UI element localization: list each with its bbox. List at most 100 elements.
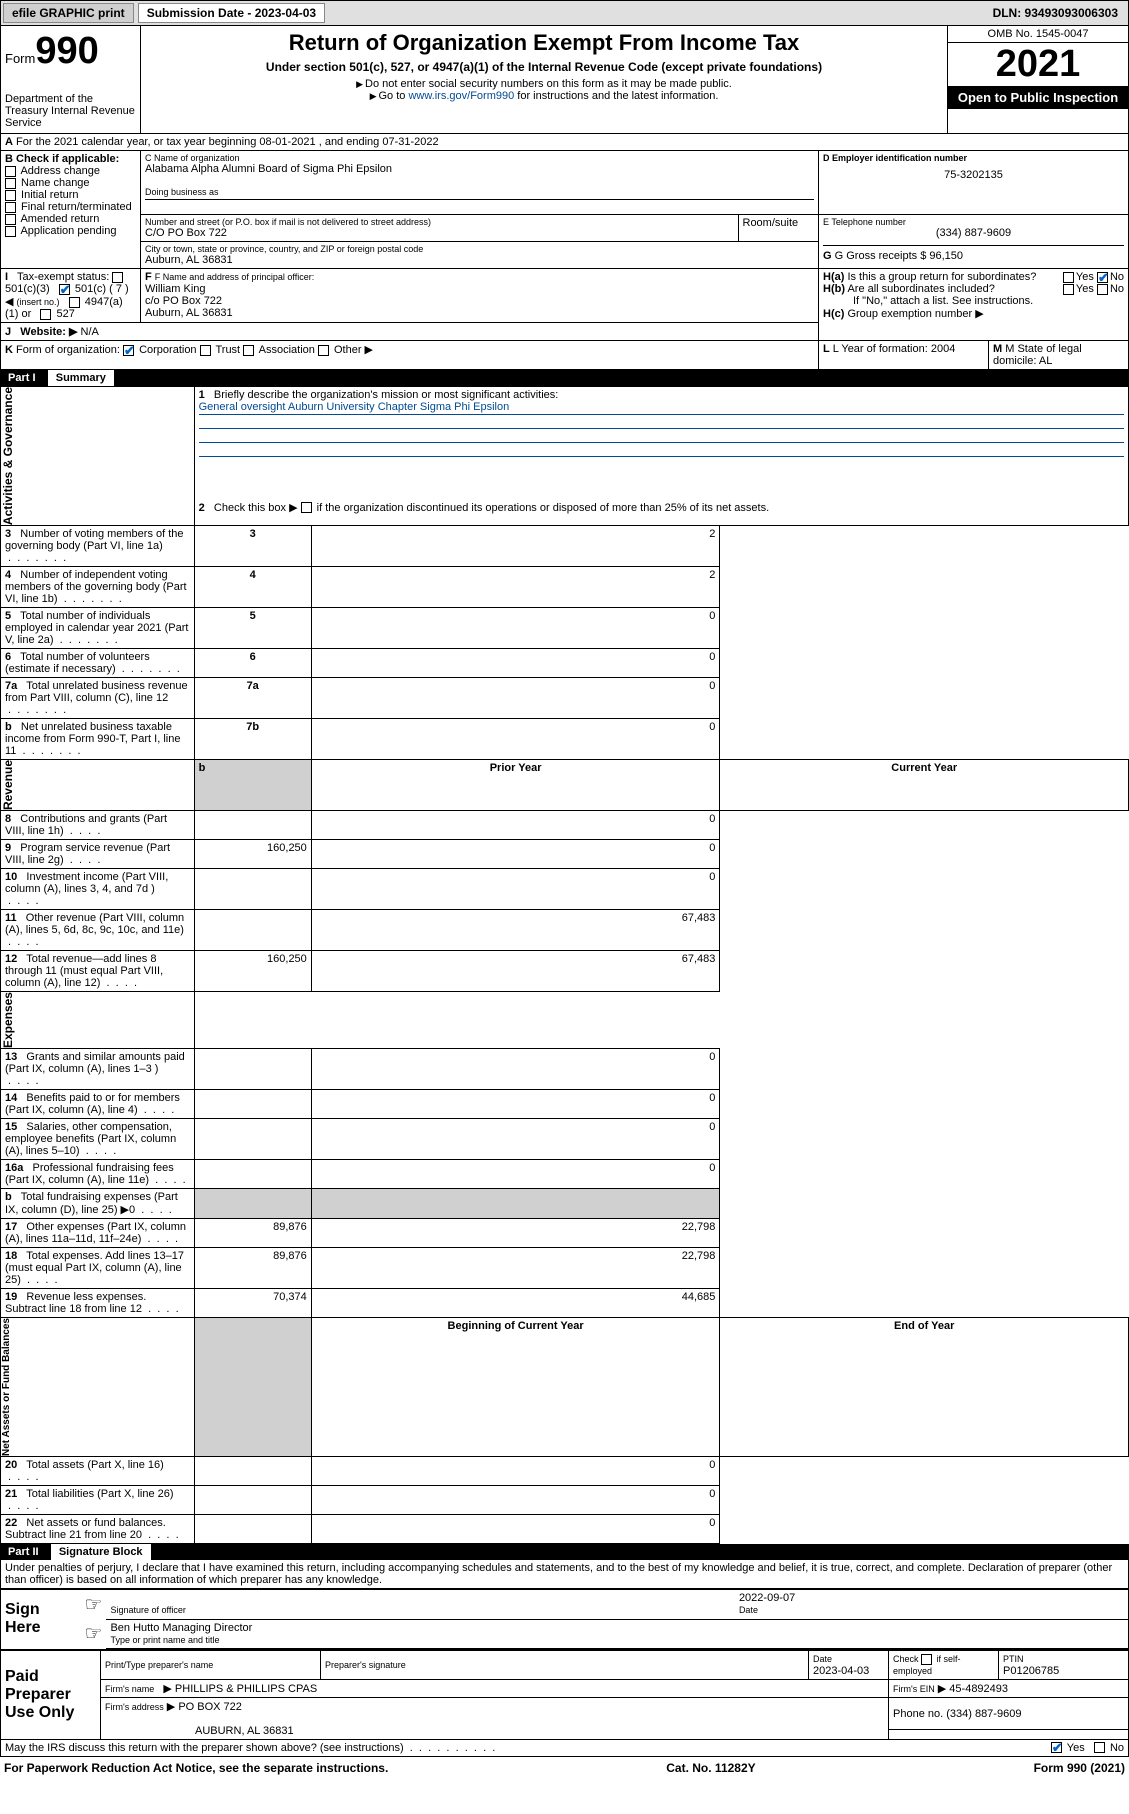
other-checkbox[interactable] <box>318 345 329 356</box>
check-name-change[interactable] <box>5 178 16 189</box>
check-amended-return[interactable] <box>5 214 16 225</box>
expenses-label: Expenses <box>1 992 195 1049</box>
line13-current: 0 <box>311 1049 720 1090</box>
year-formation: L L Year of formation: 2004 <box>819 341 989 370</box>
lineb: b Total fundraising expenses (Part IX, c… <box>1 1189 195 1219</box>
check-address-change[interactable] <box>5 166 16 177</box>
dept-treasury: Department of the Treasury Internal Reve… <box>5 93 136 129</box>
form-ref: Form 990 (2021) <box>1034 1761 1125 1775</box>
lineb: b Net unrelated business taxable income … <box>1 719 195 760</box>
line12-current: 67,483 <box>311 951 720 992</box>
line18-prior: 89,876 <box>194 1248 311 1289</box>
paid-prep-label: Paid Preparer Use Only <box>1 1650 101 1739</box>
line8: 8 Contributions and grants (Part VIII, l… <box>1 811 195 840</box>
irs-link[interactable]: www.irs.gov/Form990 <box>408 90 514 102</box>
line17: 17 Other expenses (Part IX, column (A), … <box>1 1219 195 1248</box>
org-name: Alabama Alpha Alumni Board of Sigma Phi … <box>145 163 814 175</box>
header-middle: Return of Organization Exempt From Incom… <box>141 26 948 133</box>
may-irs-discuss: May the IRS discuss this return with the… <box>1 1739 1129 1756</box>
501c3-checkbox[interactable] <box>112 272 123 283</box>
check-application-pending[interactable] <box>5 226 16 237</box>
tax-year: 2021 <box>948 43 1128 86</box>
527-checkbox[interactable] <box>40 309 51 320</box>
submission-date: Submission Date - 2023-04-03 <box>138 3 325 23</box>
phone-gross-cell: E Telephone number (334) 887-9609 G G Gr… <box>819 215 1129 269</box>
line16a-prior <box>194 1160 311 1189</box>
line2-checkbox[interactable] <box>301 502 312 513</box>
line16a-current: 0 <box>311 1160 720 1189</box>
form-number: 990 <box>35 30 98 72</box>
line16a: 16a Professional fundraising fees (Part … <box>1 1160 195 1189</box>
line22-prior <box>194 1515 311 1544</box>
assoc-checkbox[interactable] <box>243 345 254 356</box>
paperwork-notice: For Paperwork Reduction Act Notice, see … <box>4 1761 388 1775</box>
hb-no-checkbox[interactable] <box>1097 284 1108 295</box>
check-final-return-terminated[interactable] <box>5 202 16 213</box>
may-irs-no[interactable] <box>1094 1742 1105 1753</box>
public-inspection: Open to Public Inspection <box>948 86 1128 109</box>
dln: DLN: 93493093006303 <box>993 6 1126 20</box>
hb-yes-checkbox[interactable] <box>1063 284 1074 295</box>
section-a-table: A For the 2021 calendar year, or tax yea… <box>0 134 1129 370</box>
main-title: Return of Organization Exempt From Incom… <box>145 30 943 56</box>
declaration: Under penalties of perjury, I declare th… <box>0 1560 1129 1589</box>
spacer-row: b <box>194 760 311 811</box>
ha-yes-checkbox[interactable] <box>1063 272 1074 283</box>
line21: 21 Total liabilities (Part X, line 26) .… <box>1 1486 195 1515</box>
line5: 5 Total number of individuals employed i… <box>1 608 195 649</box>
line21-prior <box>194 1486 311 1515</box>
line4-value: 2 <box>311 567 720 608</box>
efile-btn[interactable]: efile GRAPHIC print <box>3 3 134 23</box>
ein-cell: D Employer identification number 75-3202… <box>819 151 1129 215</box>
line7a-value: 0 <box>311 678 720 719</box>
line3: 3 Number of voting members of the govern… <box>1 526 195 567</box>
note-ssn: Do not enter social security numbers on … <box>145 78 943 90</box>
part1-table: Activities & Governance 1 Briefly descri… <box>0 386 1129 1544</box>
line6-value: 0 <box>311 649 720 678</box>
line15: 15 Salaries, other compensation, employe… <box>1 1119 195 1160</box>
revenue-label: Revenue <box>1 760 195 811</box>
line12-prior: 160,250 <box>194 951 311 992</box>
line20-current: 0 <box>311 1457 720 1486</box>
line9-current: 0 <box>311 840 720 869</box>
line2: 2 Check this box ▶ if the organization d… <box>194 499 1128 526</box>
website-cell: J Website: ▶ N/A <box>1 323 819 341</box>
form-label: Form <box>5 51 35 66</box>
line15-current: 0 <box>311 1119 720 1160</box>
ha-no-checkbox[interactable] <box>1097 272 1108 283</box>
line18: 18 Total expenses. Add lines 13–17 (must… <box>1 1248 195 1289</box>
check-if-applicable: B Check if applicable: Address change Na… <box>1 151 141 269</box>
line19-prior: 70,374 <box>194 1289 311 1318</box>
header-left: Form990 Department of the Treasury Inter… <box>1 26 141 133</box>
check-initial-return[interactable] <box>5 190 16 201</box>
part2-header: Part II Signature Block <box>0 1544 1129 1560</box>
self-employed-checkbox[interactable] <box>921 1654 932 1665</box>
note-goto: Go to www.irs.gov/Form990 for instructio… <box>145 90 943 102</box>
line22-current: 0 <box>311 1515 720 1544</box>
line11: 11 Other revenue (Part VIII, column (A),… <box>1 910 195 951</box>
officer-cell: F F Name and address of principal office… <box>141 269 819 323</box>
netassets-label: Net Assets or Fund Balances <box>1 1318 195 1457</box>
may-irs-yes[interactable] <box>1051 1742 1062 1753</box>
line19-current: 44,685 <box>311 1289 720 1318</box>
4947-checkbox[interactable] <box>69 297 80 308</box>
line10-current: 0 <box>311 869 720 910</box>
trust-checkbox[interactable] <box>200 345 211 356</box>
line4: 4 Number of independent voting members o… <box>1 567 195 608</box>
corp-checkbox[interactable] <box>123 345 134 356</box>
spacer-bal <box>194 1318 311 1457</box>
line6: 6 Total number of volunteers (estimate i… <box>1 649 195 678</box>
line11-prior <box>194 910 311 951</box>
line3-value: 2 <box>311 526 720 567</box>
begin-year-header: Beginning of Current Year <box>311 1318 720 1457</box>
line9: 9 Program service revenue (Part VIII, li… <box>1 840 195 869</box>
line9-prior: 160,250 <box>194 840 311 869</box>
501c-checkbox[interactable] <box>59 284 70 295</box>
line8-prior <box>194 811 311 840</box>
line18-current: 22,798 <box>311 1248 720 1289</box>
line14: 14 Benefits paid to or for members (Part… <box>1 1090 195 1119</box>
activities-label: Activities & Governance <box>1 387 195 526</box>
line14-current: 0 <box>311 1090 720 1119</box>
prior-year-header: Prior Year <box>311 760 720 811</box>
line12: 12 Total revenue—add lines 8 through 11 … <box>1 951 195 992</box>
